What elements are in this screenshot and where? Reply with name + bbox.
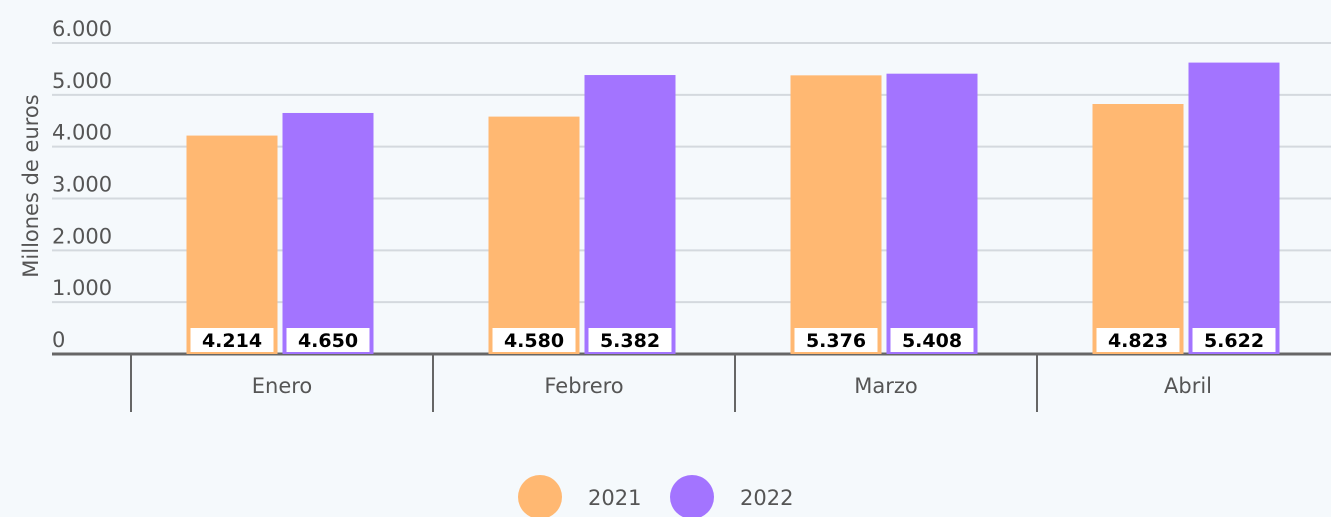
value-label: 4.580 (504, 330, 564, 352)
x-tick-label: Febrero (544, 374, 623, 398)
bar (488, 116, 580, 354)
value-label: 4.650 (298, 330, 358, 352)
value-label-bg (588, 328, 672, 352)
bar (790, 75, 882, 355)
x-tick-label: Marzo (854, 374, 918, 398)
value-label: 5.382 (600, 330, 660, 352)
legend-swatch (670, 475, 714, 517)
value-label: 5.376 (806, 330, 866, 352)
bar (186, 135, 278, 354)
legend-label: 2021 (588, 486, 641, 510)
y-tick-label: 3.000 (52, 173, 112, 197)
value-label: 4.214 (202, 330, 262, 352)
value-label-bg (794, 328, 878, 352)
value-label-bg (1192, 328, 1276, 352)
bar (886, 73, 978, 354)
y-tick-label: 5.000 (52, 69, 112, 93)
legend-swatch (518, 475, 562, 517)
bar (282, 112, 374, 354)
y-axis-label: Millones de euros (19, 94, 43, 277)
y-tick-label: 2.000 (52, 224, 112, 248)
value-label-bg (1096, 328, 1180, 352)
x-tick-label: Enero (252, 374, 313, 398)
value-label-bg (190, 328, 274, 352)
value-label-bg (286, 328, 370, 352)
bar (584, 75, 676, 355)
bar (1092, 104, 1184, 354)
y-tick-label: 6.000 (52, 17, 112, 41)
bar (1188, 62, 1280, 355)
value-label: 5.408 (902, 330, 962, 352)
y-tick-label: 4.000 (52, 121, 112, 145)
legend-label: 2022 (740, 486, 793, 510)
value-label-bg (492, 328, 576, 352)
x-tick-label: Abril (1164, 374, 1212, 398)
value-label: 4.823 (1108, 330, 1168, 352)
value-label: 5.622 (1204, 330, 1264, 352)
y-tick-label: 0 (52, 328, 65, 352)
value-label-bg (890, 328, 974, 352)
y-tick-label: 1.000 (52, 276, 112, 300)
